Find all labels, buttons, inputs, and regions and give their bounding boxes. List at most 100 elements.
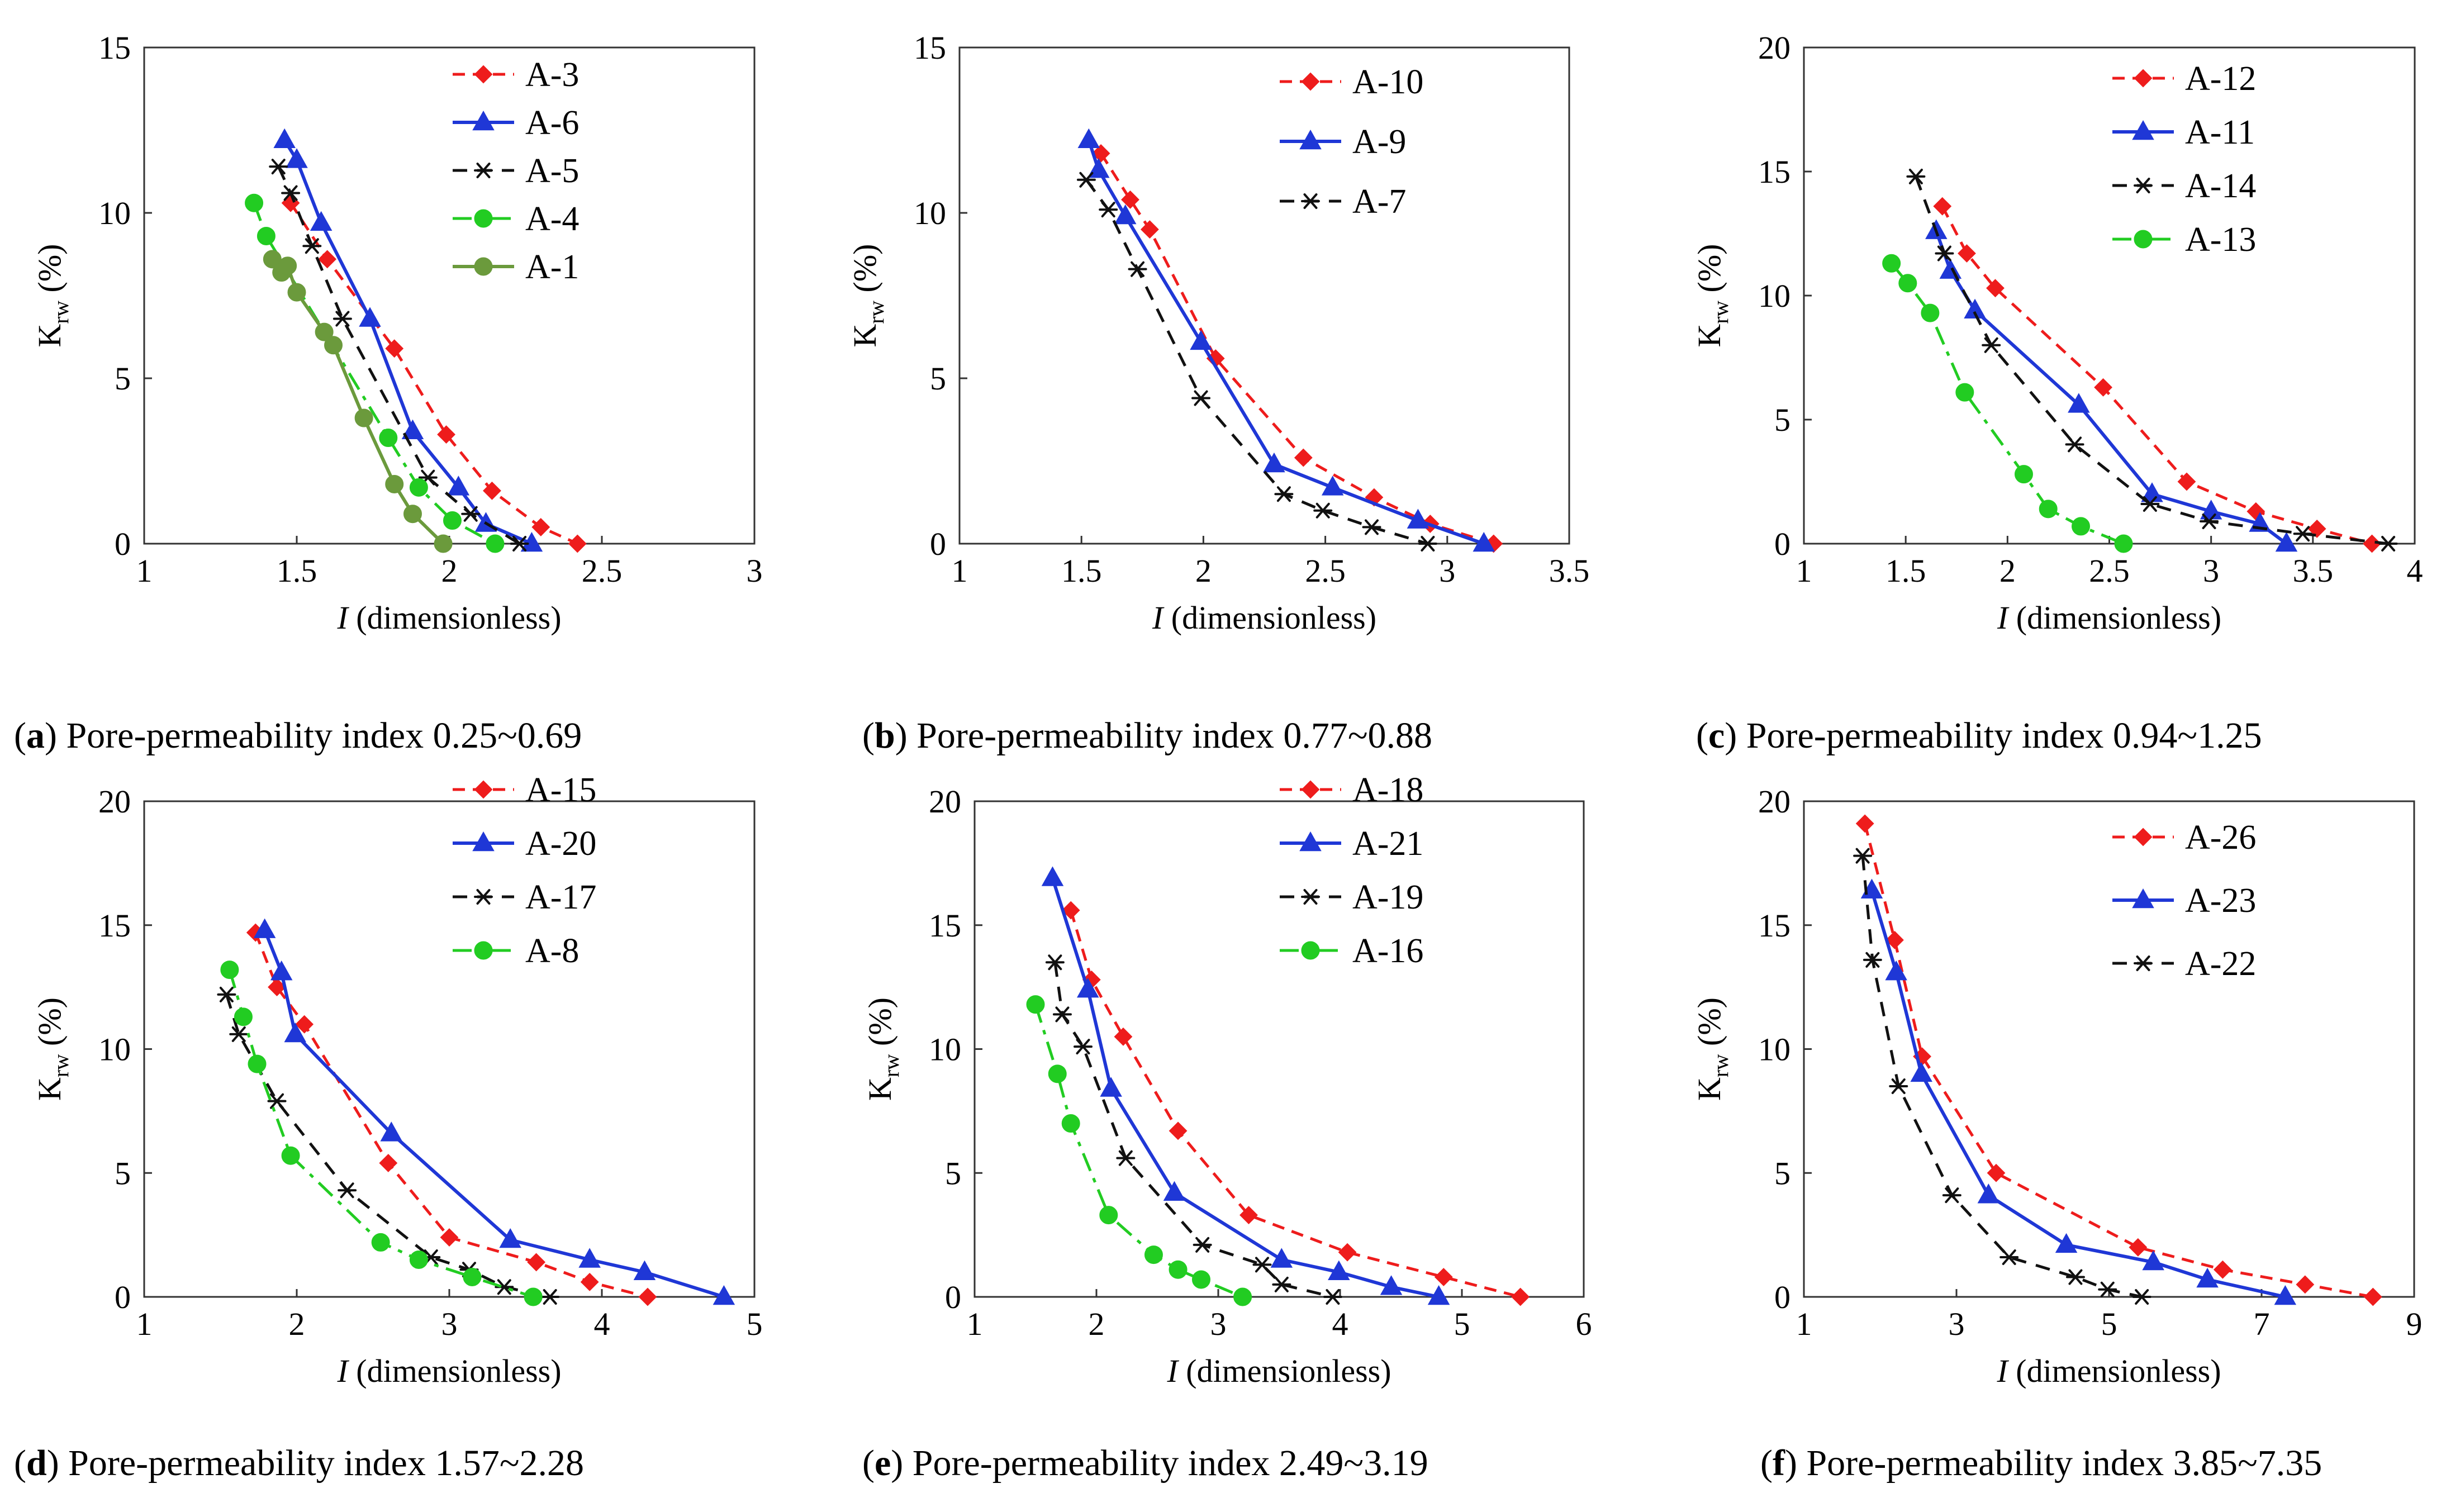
data-point-A-3 bbox=[385, 339, 404, 358]
data-point-A-15 bbox=[527, 1253, 546, 1272]
data-point-A-7-stroke bbox=[1079, 172, 1094, 188]
x-tick-label: 2 bbox=[441, 553, 458, 589]
data-point-A-8 bbox=[220, 961, 239, 980]
x-axis-label: I (dimensionless) bbox=[1152, 600, 1376, 636]
data-point-A-17-stroke bbox=[231, 1026, 246, 1042]
legend-entry-A-11: A-11 bbox=[2112, 113, 2255, 151]
legend-label: A-23 bbox=[2185, 882, 2256, 920]
y-tick-label: 0 bbox=[115, 1279, 131, 1315]
data-point-A-8 bbox=[524, 1287, 543, 1306]
data-point-A-4 bbox=[486, 534, 505, 553]
legend-marker bbox=[2134, 955, 2153, 971]
data-point-A-16 bbox=[1099, 1206, 1118, 1225]
chart-panel-d: 1 2 3 4 5 0 5 10 15 20 I (dimensionless) Krw (%) A-1… bbox=[14, 771, 763, 1484]
legend-marker bbox=[472, 110, 495, 131]
series-A-11 bbox=[1925, 219, 2298, 552]
data-point-A-8 bbox=[234, 1007, 253, 1026]
data-point-A-23 bbox=[2142, 1250, 2164, 1271]
legend-entry-A-10: A-10 bbox=[1280, 63, 1423, 101]
x-tick-label: 5 bbox=[747, 1306, 763, 1342]
legend-label: A-9 bbox=[1352, 123, 1406, 161]
series-A-7 bbox=[1076, 172, 1437, 551]
series-line-A-23 bbox=[1870, 890, 2286, 1299]
y-tick-label: 5 bbox=[1774, 402, 1790, 438]
y-axis-label: Krw (%) bbox=[31, 997, 73, 1101]
series-A-5 bbox=[269, 159, 529, 551]
data-point-A-4 bbox=[379, 429, 398, 448]
legend-marker-stroke bbox=[2136, 178, 2150, 193]
legend-marker bbox=[1301, 889, 1320, 905]
data-point-A-17 bbox=[217, 986, 236, 1002]
legend-entry-A-9: A-9 bbox=[1280, 123, 1406, 161]
legend-entry-A-16: A-16 bbox=[1280, 932, 1423, 970]
data-point-A-14-stroke bbox=[2381, 536, 2396, 551]
legend-entry-A-22: A-22 bbox=[2112, 945, 2256, 983]
data-point-A-9 bbox=[1263, 452, 1285, 473]
data-point-A-18 bbox=[1511, 1287, 1530, 1306]
data-point-A-7 bbox=[1274, 486, 1294, 502]
data-point-A-12 bbox=[1933, 197, 1952, 216]
data-point-A-26 bbox=[1855, 814, 1874, 833]
data-point-A-4 bbox=[443, 511, 462, 530]
data-point-A-7 bbox=[1313, 502, 1333, 519]
data-point-A-8 bbox=[371, 1233, 390, 1252]
data-point-A-14-stroke bbox=[2068, 436, 2082, 453]
y-tick-label: 15 bbox=[1758, 907, 1790, 944]
data-point-A-1 bbox=[403, 505, 422, 524]
data-point-A-22-stroke bbox=[2068, 1269, 2083, 1285]
legend-marker bbox=[1299, 831, 1322, 852]
data-point-A-11 bbox=[1964, 298, 1986, 318]
data-point-A-20 bbox=[713, 1285, 735, 1305]
data-point-A-7 bbox=[1128, 261, 1147, 277]
data-point-A-19-stroke bbox=[1055, 1006, 1070, 1023]
y-tick-label: 0 bbox=[930, 526, 946, 562]
data-point-A-14-stroke bbox=[1908, 168, 1923, 184]
data-point-A-22 bbox=[2132, 1289, 2151, 1305]
data-point-A-6 bbox=[310, 211, 333, 231]
data-point-A-5-stroke bbox=[463, 506, 478, 522]
legend-label: A-8 bbox=[525, 932, 579, 970]
series-A-16 bbox=[1026, 995, 1252, 1306]
legend-entry-A-14: A-14 bbox=[2112, 167, 2256, 205]
data-point-A-22-stroke bbox=[2002, 1249, 2016, 1266]
data-point-A-12 bbox=[2177, 472, 2196, 491]
chart-panel-e: 1 2 3 4 5 6 0 5 10 15 20 I (dimensionless) Krw (%) A-… bbox=[862, 771, 1592, 1484]
legend-label: A-20 bbox=[525, 825, 596, 863]
data-point-A-16 bbox=[1061, 1114, 1080, 1133]
data-point-A-5-stroke bbox=[512, 536, 527, 551]
data-point-A-7 bbox=[1191, 390, 1211, 406]
data-point-A-7-stroke bbox=[1276, 486, 1291, 502]
x-tick-label: 1 bbox=[952, 553, 968, 589]
data-point-A-7 bbox=[1099, 202, 1118, 218]
x-tick-label: 6 bbox=[1576, 1306, 1592, 1342]
y-tick-label: 5 bbox=[1774, 1155, 1790, 1191]
x-tick-label: 2.5 bbox=[2089, 553, 2130, 589]
legend-marker-stroke bbox=[1303, 889, 1318, 905]
data-point-A-10 bbox=[1140, 220, 1159, 239]
data-point-A-16 bbox=[1191, 1270, 1210, 1289]
legend-entry-A-26: A-26 bbox=[2112, 819, 2256, 857]
x-tick-label: 2 bbox=[1089, 1306, 1105, 1342]
y-tick-label: 20 bbox=[1758, 30, 1790, 66]
data-point-A-19-stroke bbox=[1326, 1289, 1340, 1305]
chart-panel-f: 1 3 5 7 9 0 5 10 15 20 I (dimensionless) Krw (%) A-2… bbox=[1691, 783, 2423, 1484]
x-tick-label: 3 bbox=[441, 1306, 458, 1342]
data-point-A-19 bbox=[1252, 1257, 1272, 1273]
data-point-A-6 bbox=[401, 419, 424, 440]
x-tick-label: 4 bbox=[594, 1306, 610, 1342]
data-point-A-19 bbox=[1323, 1289, 1342, 1305]
series-A-12 bbox=[1933, 197, 2381, 553]
data-point-A-22-stroke bbox=[2100, 1281, 2115, 1297]
data-point-A-14 bbox=[2065, 436, 2084, 453]
data-point-A-22 bbox=[1863, 952, 1882, 968]
data-point-A-18 bbox=[1239, 1206, 1258, 1225]
data-point-A-13 bbox=[1898, 274, 1917, 293]
data-point-A-13 bbox=[2014, 465, 2033, 484]
data-point-A-5 bbox=[510, 536, 529, 551]
legend-label: A-18 bbox=[1352, 771, 1423, 809]
data-point-A-17-stroke bbox=[270, 1093, 284, 1109]
data-point-A-11 bbox=[2275, 531, 2298, 552]
legend-marker bbox=[474, 780, 493, 799]
data-point-A-20 bbox=[499, 1228, 521, 1248]
data-point-A-11 bbox=[1939, 259, 1962, 279]
